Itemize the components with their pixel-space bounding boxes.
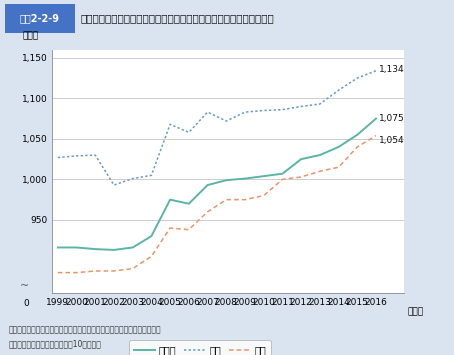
Legend: 男女計, 男性, 女性: 男女計, 男性, 女性 [129,340,271,355]
Bar [5,5,75,33]
Text: （円）: （円） [22,31,39,40]
Text: 1,075: 1,075 [379,114,405,123]
Text: 1,134: 1,134 [379,65,405,73]
Text: ~: ~ [20,280,30,291]
Text: （注）　調査産業計、企業規模10人以上。: （注） 調査産業計、企業規模10人以上。 [9,339,102,348]
Text: 1,054: 1,054 [379,136,405,145]
Text: （年）: （年） [408,307,424,316]
Text: 男女別　パートタイム労働者の１時間当たり所定内給与額の年次推移: 男女別 パートタイム労働者の１時間当たり所定内給与額の年次推移 [81,13,275,24]
Text: 資料：厚生労働省政策統括官付賃金福祉統計室「賃金構造基本統計調査」: 資料：厚生労働省政策統括官付賃金福祉統計室「賃金構造基本統計調査」 [9,325,162,334]
Text: 0: 0 [24,299,30,307]
Text: 図表2-2-9: 図表2-2-9 [20,13,60,24]
